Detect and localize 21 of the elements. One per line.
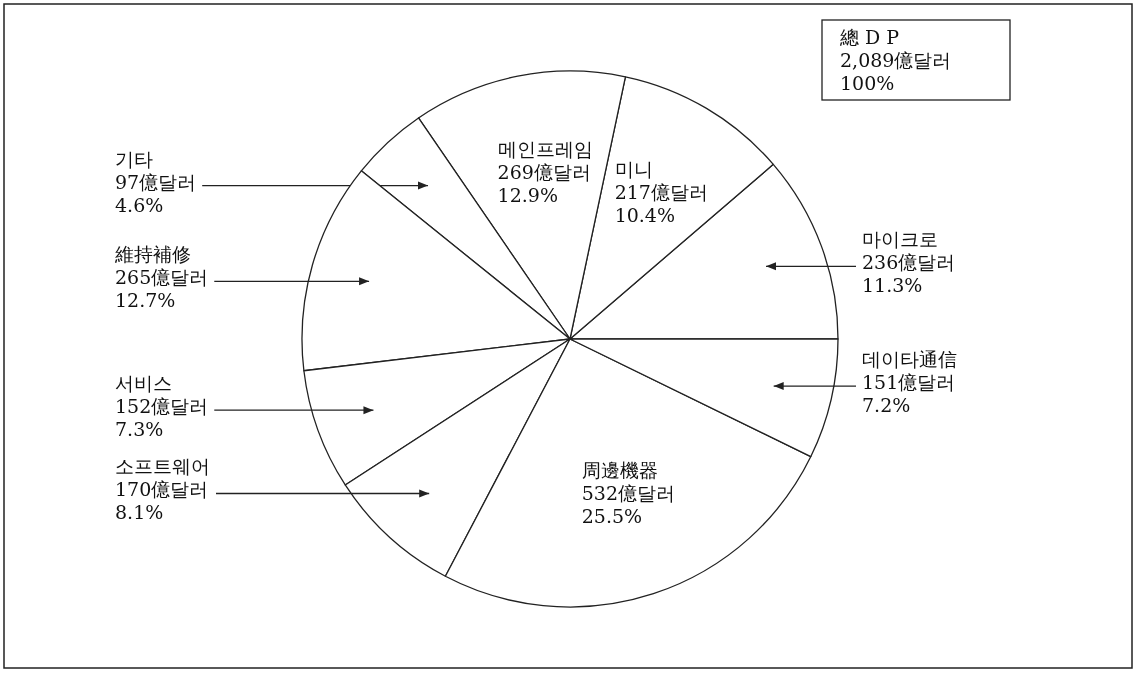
slice-label: 기타 — [115, 147, 153, 170]
data-label: 265億달러 12.7% — [115, 266, 209, 312]
text: 總 D P — [839, 26, 900, 48]
slice-label: 周邊機器 — [581, 458, 658, 481]
data-label: 170億달러 8.1% — [115, 478, 209, 524]
data-label: 152億달러 7.3% — [115, 395, 209, 441]
data-label: 236億달러 11.3% — [862, 251, 956, 297]
slice-label: 마이크로 — [862, 228, 938, 251]
data-label: 217億달러 10.4% — [614, 181, 708, 227]
slice-label: 데이타通信 — [862, 348, 957, 371]
data-label: 151億달러 7.2% — [862, 371, 956, 417]
text: 100% — [840, 72, 895, 94]
data-label: 532億달러 25.5% — [581, 481, 675, 527]
slice-label: 미니 — [614, 158, 653, 181]
slice-label: 소프트웨어 — [115, 455, 210, 478]
slice-label: 메인프레임 — [497, 138, 593, 161]
slice-label: 維持補修 — [114, 243, 191, 266]
slice-label: 서비스 — [115, 372, 172, 395]
text: 2,089億달러 — [840, 49, 952, 71]
data-label: 269億달러 12.9% — [497, 161, 591, 207]
data-label: 97億달러 4.6% — [115, 170, 197, 216]
